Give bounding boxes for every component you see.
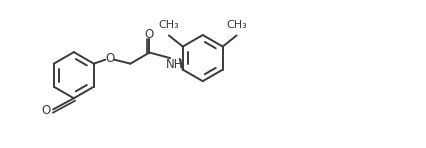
Text: CH₃: CH₃ (158, 20, 179, 30)
Text: O: O (105, 52, 114, 65)
Text: NH: NH (166, 58, 184, 71)
Text: O: O (145, 28, 154, 41)
Text: CH₃: CH₃ (226, 20, 247, 30)
Text: O: O (42, 104, 51, 117)
